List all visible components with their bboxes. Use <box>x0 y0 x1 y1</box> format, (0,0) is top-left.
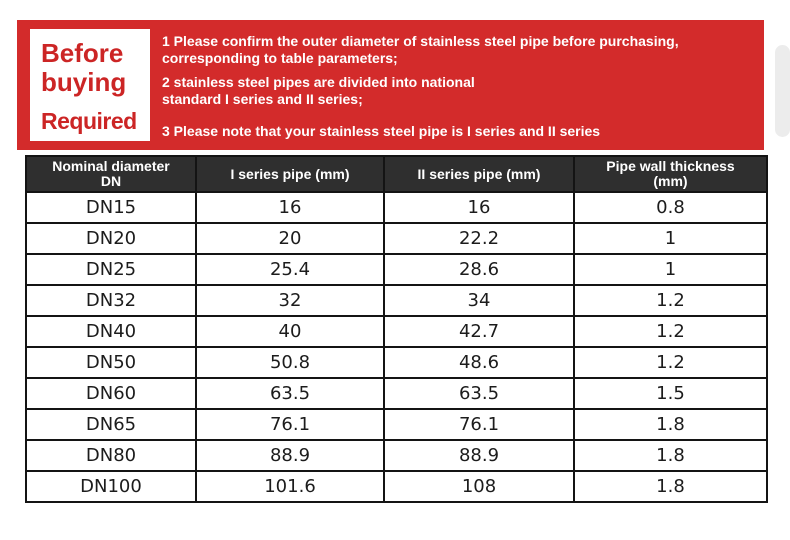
table-row: DN65 76.1 76.1 1.8 <box>25 408 768 441</box>
table-cell: 76.1 <box>195 408 385 441</box>
table-cell: 25.4 <box>195 253 385 286</box>
pipe-spec-table: Nominal diameter DN I series pipe (mm) I… <box>25 155 768 503</box>
notice-list: 1 Please confirm the outer diameter of s… <box>162 33 754 147</box>
before-buying-badge: Before buying Required <box>30 29 150 141</box>
table-cell: 63.5 <box>195 377 385 410</box>
table-cell: 1.2 <box>573 284 768 317</box>
table-row: DN32 32 34 1.2 <box>25 284 768 317</box>
notice-item-3: 3 Please note that your stainless steel … <box>162 123 601 139</box>
table-cell: 1.8 <box>573 470 768 503</box>
table-cell: 22.2 <box>383 222 575 255</box>
table-cell: 1.8 <box>573 408 768 441</box>
table-cell: DN20 <box>25 222 197 255</box>
header-ii-series-pipe: II series pipe (mm) <box>383 155 575 193</box>
table-row: DN80 88.9 88.9 1.8 <box>25 439 768 472</box>
notice-item-2: 2 stainless steel pipes are divided into… <box>162 74 475 107</box>
table-cell: 0.8 <box>573 191 768 224</box>
table-cell: 88.9 <box>383 439 575 472</box>
table-cell: DN65 <box>25 408 197 441</box>
table-row: DN15 16 16 0.8 <box>25 191 768 224</box>
table-row: DN60 63.5 63.5 1.5 <box>25 377 768 410</box>
table-cell: 76.1 <box>383 408 575 441</box>
table-cell: 34 <box>383 284 575 317</box>
table-cell: 16 <box>195 191 385 224</box>
table-cell: 16 <box>383 191 575 224</box>
table-header-row: Nominal diameter DN I series pipe (mm) I… <box>25 155 768 193</box>
badge-subtitle: Required <box>41 108 137 134</box>
header-i-series-pipe: I series pipe (mm) <box>195 155 385 193</box>
table-body: DN15 16 16 0.8 DN20 20 22.2 1 DN25 25.4 28.6 1 DN32 3… <box>25 191 768 503</box>
table-header: Nominal diameter DN I series pipe (mm) I… <box>25 155 768 193</box>
table-row: DN25 25.4 28.6 1 <box>25 253 768 286</box>
table-cell: DN40 <box>25 315 197 348</box>
table-cell: 20 <box>195 222 385 255</box>
table-row: DN100 101.6 108 1.8 <box>25 470 768 503</box>
table-cell: DN25 <box>25 253 197 286</box>
header-pipe-wall-thickness: Pipe wall thickness (mm) <box>573 155 768 193</box>
table-cell: 42.7 <box>383 315 575 348</box>
table-cell: 1.2 <box>573 346 768 379</box>
table-cell: 1 <box>573 253 768 286</box>
table-cell: 1.5 <box>573 377 768 410</box>
table-cell: DN80 <box>25 439 197 472</box>
table-cell: 108 <box>383 470 575 503</box>
table-cell: 50.8 <box>195 346 385 379</box>
table-cell: DN50 <box>25 346 197 379</box>
notice-item-1: 1 Please confirm the outer diameter of s… <box>162 33 679 66</box>
table-cell: DN60 <box>25 377 197 410</box>
table-cell: 1.2 <box>573 315 768 348</box>
table-cell: DN32 <box>25 284 197 317</box>
table-cell: 1.8 <box>573 439 768 472</box>
table-row: DN50 50.8 48.6 1.2 <box>25 346 768 379</box>
table-cell: 88.9 <box>195 439 385 472</box>
table-row: DN20 20 22.2 1 <box>25 222 768 255</box>
table-cell: 1 <box>573 222 768 255</box>
header-nominal-diameter: Nominal diameter DN <box>25 155 197 193</box>
table-cell: 28.6 <box>383 253 575 286</box>
badge-title: Before buying <box>41 38 127 97</box>
table-cell: 48.6 <box>383 346 575 379</box>
table-row: DN40 40 42.7 1.2 <box>25 315 768 348</box>
table-cell: 32 <box>195 284 385 317</box>
notice-banner: Before buying Required 1 Please confirm … <box>17 20 764 150</box>
table-cell: 63.5 <box>383 377 575 410</box>
table-cell: 101.6 <box>195 470 385 503</box>
right-edge-watermark <box>775 45 790 137</box>
table-cell: 40 <box>195 315 385 348</box>
table-cell: DN15 <box>25 191 197 224</box>
table-cell: DN100 <box>25 470 197 503</box>
